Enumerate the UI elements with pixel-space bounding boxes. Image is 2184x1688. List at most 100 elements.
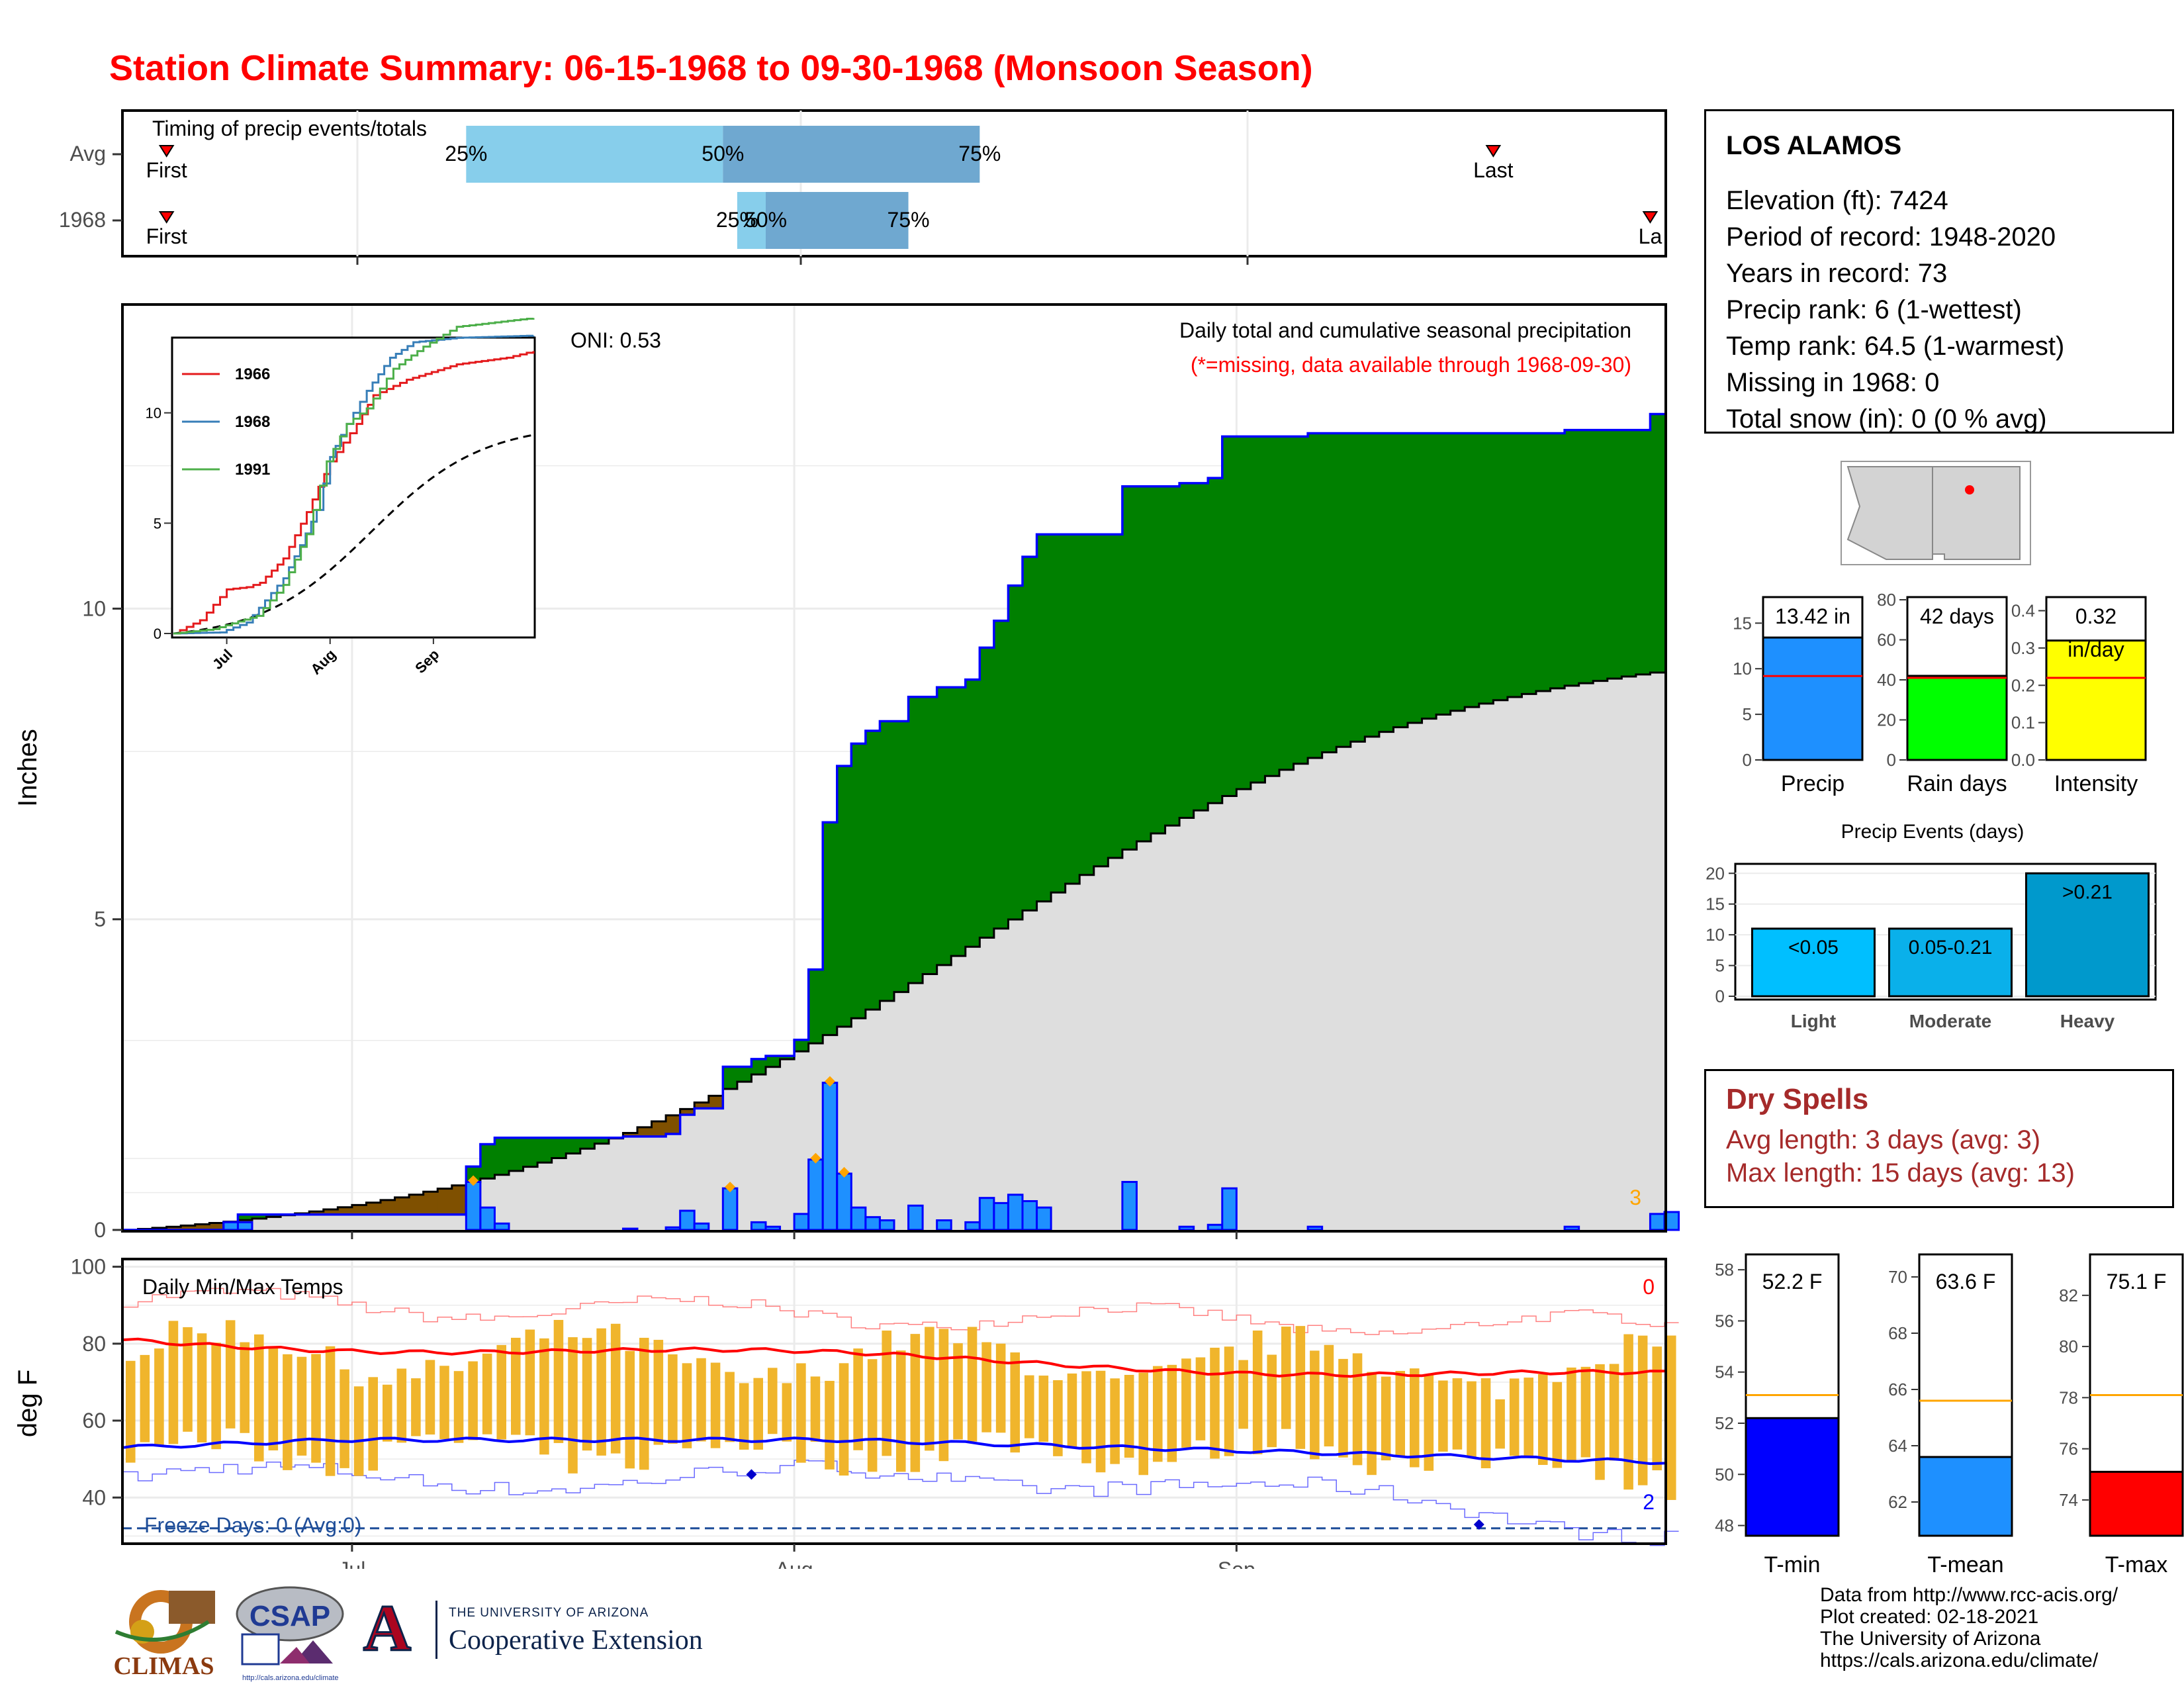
above-avg-area [1151, 486, 1166, 833]
footer-credits: Data from http://www.rcc-acis.org/Plot c… [1820, 1584, 2118, 1671]
above-avg-area [1408, 433, 1423, 724]
summary-tick: 60 [1877, 630, 1896, 650]
inset-series-1966 [173, 351, 535, 635]
summary-tick: 0.4 [2011, 601, 2035, 621]
daily-temp-bar [839, 1363, 849, 1476]
inset-legend-label: 1966 [235, 365, 270, 383]
daily-precip-bar [465, 1181, 482, 1231]
precip-caption: Daily total and cumulative seasonal prec… [1179, 318, 1631, 342]
record-marker [810, 1152, 821, 1164]
above-avg-area [1593, 430, 1608, 681]
below-avg-area [637, 1127, 653, 1137]
daily-temp-bar [882, 1331, 891, 1456]
temp-summary-bar-t-max [2089, 1470, 2184, 1537]
daily-temp-bar [211, 1342, 221, 1450]
above-avg-area [880, 721, 895, 1001]
above-avg-area [737, 1066, 752, 1082]
daily-temp-bar [425, 1360, 435, 1435]
daily-temp-bar [1010, 1352, 1020, 1453]
inset-series-1968 [173, 334, 535, 635]
below-avg-area [708, 1096, 723, 1109]
daily-temp-bar [710, 1362, 721, 1448]
dry-spells-panel: Dry Spells Avg length: 3 days (avg: 3) M… [1704, 1069, 2174, 1208]
above-avg-area [523, 1137, 538, 1167]
daily-temp-bar [154, 1348, 164, 1446]
daily-temp-bar [553, 1319, 564, 1443]
inset-legend-label: 1968 [235, 413, 270, 431]
daily-temp-bar [1480, 1378, 1491, 1469]
new-mexico-shape [1932, 466, 2021, 560]
daily-temp-bar [1580, 1366, 1591, 1458]
daily-temp-bar [325, 1346, 336, 1476]
daily-precip-bar [1649, 1213, 1666, 1231]
above-avg-area [480, 1144, 495, 1179]
temp-summary-tick: 80 [2059, 1336, 2078, 1356]
daily-temp-bar [1210, 1347, 1220, 1459]
above-avg-area [494, 1137, 510, 1175]
below-avg-area [381, 1199, 396, 1215]
temp-chart-frame [121, 1258, 1667, 1545]
daily-temp-bar [453, 1371, 464, 1443]
summary-bar-precip [1762, 636, 1864, 761]
events-tick: 15 [1706, 894, 1725, 914]
daily-temp-bar [981, 1342, 991, 1432]
temp-y-axis-label: deg F [13, 1370, 42, 1437]
daily-temp-bar [596, 1328, 606, 1456]
above-avg-area [1322, 433, 1337, 753]
above-avg-area [1122, 486, 1137, 850]
above-avg-area [851, 743, 866, 1019]
y-tick-label: 5 [94, 908, 106, 931]
daily-precip-bar [764, 1225, 782, 1231]
daily-precip-bar [1021, 1200, 1038, 1231]
daily-temp-bar [1338, 1358, 1348, 1458]
daily-temp-bar [653, 1340, 664, 1445]
dry-spells-max: Max length: 15 days (avg: 13) [1726, 1158, 2075, 1188]
daily-temp-bar [1310, 1350, 1320, 1460]
above-avg-area [1650, 414, 1665, 673]
csap-wordmark: CSAP [249, 1600, 331, 1632]
daily-temp-bar [1324, 1344, 1334, 1447]
first-event-label: First [146, 224, 187, 248]
daily-temp-bar [938, 1329, 949, 1462]
summary-tick: 5 [1743, 704, 1752, 724]
daily-precip-bar [493, 1222, 510, 1231]
daily-temp-bar [311, 1354, 321, 1463]
above-avg-area [865, 731, 880, 1010]
timing-bar-lower [466, 126, 723, 183]
events-bar-label: <0.05 [1788, 937, 1839, 959]
station-info-line: Precip rank: 6 (1-wettest) [1726, 295, 2022, 324]
daily-temp-bar [1252, 1331, 1263, 1454]
daily-temp-bar [1081, 1371, 1091, 1464]
daily-temp-bar [1495, 1399, 1505, 1449]
temp-chart: 40 60 80 100 Jul Aug Sep deg F Daily Min/Max T… [13, 1255, 1679, 1569]
above-avg-area [1136, 486, 1152, 842]
summary-value-label: 0.32 [2075, 604, 2116, 628]
station-location-marker [1965, 485, 1974, 494]
daily-temp-bar [1538, 1374, 1548, 1466]
timing-panel: Timing of precip events/totals 25% 50% 75%… [59, 99, 1681, 271]
inset-series-1991 [173, 317, 535, 635]
summary-category-label: Precip [1781, 771, 1844, 796]
avg-cumulative-line [124, 671, 1664, 1231]
summary-value-label: 13.42 in [1775, 604, 1850, 628]
temp-summary-tick: 52 [1715, 1413, 1734, 1433]
above-avg-area [594, 1137, 610, 1144]
temp-y-tick: 60 [82, 1409, 106, 1432]
daily-temp-bar [782, 1383, 792, 1442]
timing-panel-label: Timing of precip events/totals [152, 117, 427, 140]
daily-precip-bar [693, 1222, 710, 1231]
timing-row-label: Avg [69, 142, 106, 165]
daily-temp-bar [1267, 1354, 1277, 1448]
temp-summary-tick: 76 [2059, 1439, 2078, 1459]
daily-temp-bar [1167, 1364, 1177, 1462]
daily-precip-bar [836, 1172, 852, 1231]
daily-temp-bar [1609, 1364, 1619, 1461]
daily-temp-bar [1195, 1357, 1206, 1440]
above-avg-area [1250, 436, 1265, 783]
temp-summary-bars: 48 50 52 54 56 58 52.2 F T-min 62 64 66 68 70 63.6 F T… [1715, 1253, 2184, 1577]
daily-temp-bar [1181, 1358, 1191, 1448]
above-avg-area [936, 687, 952, 965]
above-avg-area [1393, 433, 1408, 727]
daily-temp-bar [1467, 1381, 1477, 1458]
daily-temp-bar [225, 1320, 236, 1429]
